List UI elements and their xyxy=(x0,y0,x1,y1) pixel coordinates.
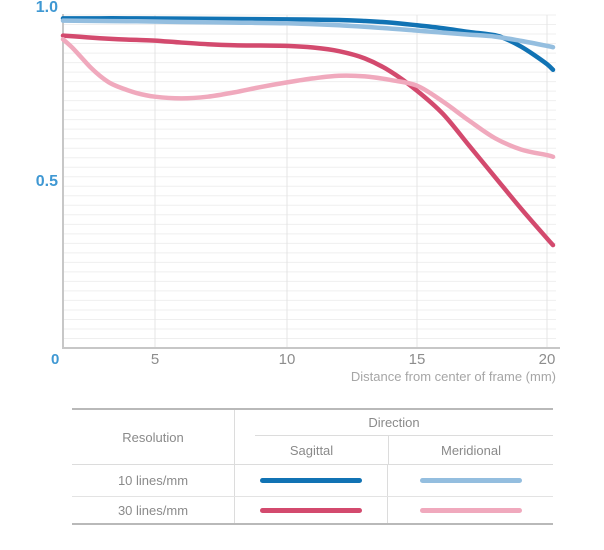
x-tick-label: 15 xyxy=(408,351,426,368)
swatch-10-meridional xyxy=(419,478,522,483)
legend-swatch-cell xyxy=(235,497,388,523)
direction-subheader-row: Sagittal Meridional xyxy=(235,436,553,464)
curve-30-lines-mm-meridional xyxy=(60,36,556,160)
legend-row-label: 10 lines/mm xyxy=(72,465,235,496)
resolution-header: Resolution xyxy=(72,410,235,464)
legend-swatch-cell xyxy=(388,497,553,523)
direction-divider xyxy=(255,435,553,436)
curve-10-lines-mm-meridional xyxy=(60,18,556,50)
legend-swatch-cell xyxy=(388,465,553,496)
swatch-10-sagittal xyxy=(260,478,362,483)
direction-header-block: Direction Sagittal Meridional xyxy=(235,410,553,464)
x-axis-title: Distance from center of frame (mm) xyxy=(350,369,556,384)
swatch-30-meridional xyxy=(419,507,522,513)
sagittal-header: Sagittal xyxy=(289,442,334,458)
legend-swatch-cell xyxy=(235,465,388,496)
mtf-chart-plot xyxy=(60,14,560,349)
meridional-header: Meridional xyxy=(388,436,553,464)
direction-header: Direction xyxy=(368,415,420,430)
legend-header-row: Resolution Direction Sagittal Meridional xyxy=(72,408,553,465)
curve-30-lines-mm-sagittal xyxy=(60,33,556,248)
x-tick-label-origin: 0 xyxy=(51,351,60,368)
x-tick-label: 20 xyxy=(538,351,556,368)
legend-row-30-lines: 30 lines/mm xyxy=(72,497,553,525)
legend-row-label: 30 lines/mm xyxy=(72,497,235,523)
swatch-30-sagittal xyxy=(260,507,362,513)
x-tick-label: 5 xyxy=(150,351,160,368)
legend-table: Resolution Direction Sagittal Meridional… xyxy=(72,408,553,525)
x-tick-label: 10 xyxy=(278,351,296,368)
legend-row-10-lines: 10 lines/mm xyxy=(72,465,553,497)
y-tick-label-0.5: 0.5 xyxy=(35,173,58,190)
curve-10-lines-mm-sagittal xyxy=(60,16,556,73)
y-tick-label-1.0: 1.0 xyxy=(35,0,58,16)
